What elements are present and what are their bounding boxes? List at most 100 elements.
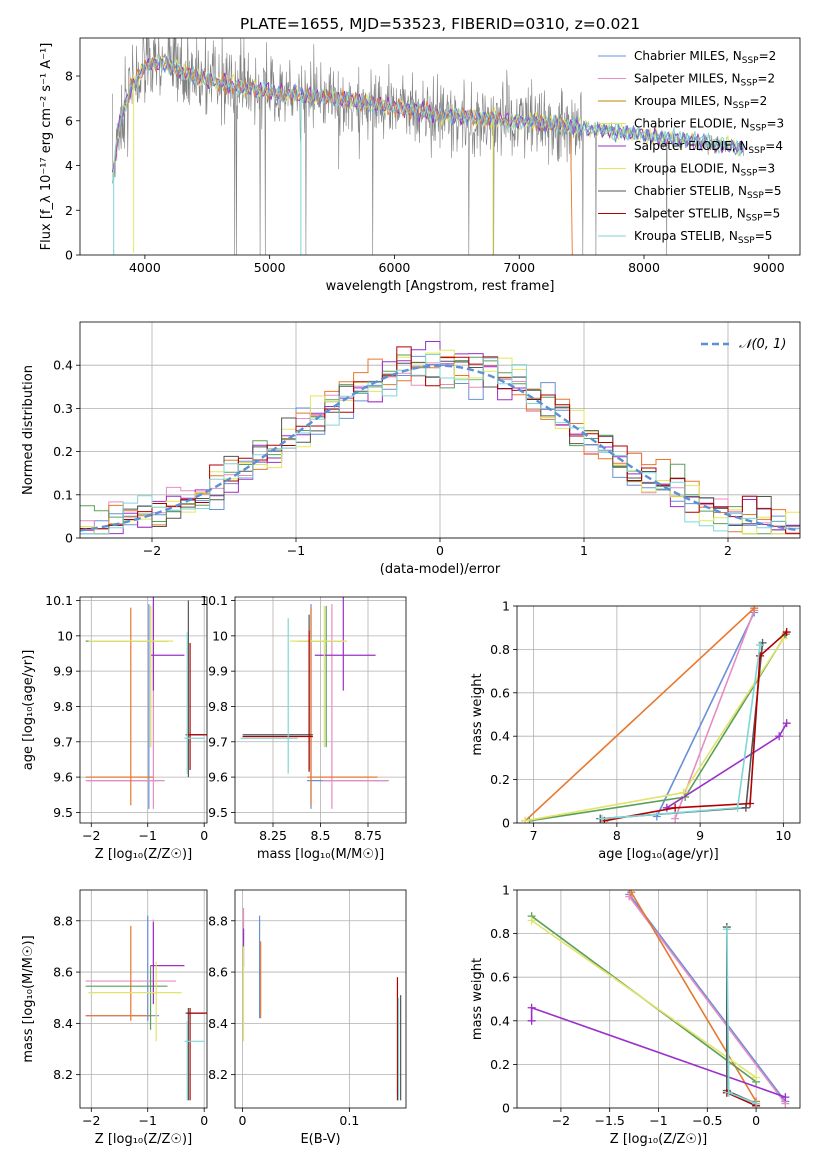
x-tick-label: 6000 <box>379 260 411 275</box>
x-tick-label: 4000 <box>129 260 161 275</box>
series-line-chabrier_miles <box>628 893 787 1102</box>
y-tick-label: 9.9 <box>53 664 73 679</box>
x-tick-label: 5000 <box>254 260 286 275</box>
legend-label-sub: SSP <box>733 101 750 111</box>
y-tick-label: 0.2 <box>53 444 73 459</box>
x-axis-label: Z [log₁₀(Z/Z☉)] <box>95 1132 192 1147</box>
x-axis-label: (data-model)/error <box>380 562 501 577</box>
errorbar-point <box>314 597 376 691</box>
x-axis-label: Z [log₁₀(Z/Z☉)] <box>610 1132 707 1147</box>
plot-area-age_vs_mass <box>240 597 389 809</box>
x-tick-label: −1 <box>287 543 305 558</box>
x-tick-label: 8.5 <box>311 828 331 843</box>
x-tick-label: 8 <box>613 828 621 843</box>
y-tick-label: 8.6 <box>53 965 73 980</box>
y-tick-label: 1 <box>502 599 510 614</box>
x-tick-label: 0.1 <box>339 1113 359 1128</box>
histogram-kroupa_elodie <box>80 349 800 535</box>
residual-legend: 𝒩(0, 1) <box>701 337 786 352</box>
legend-label-sub: SSP <box>747 191 764 201</box>
y-tick-label: 8.2 <box>53 1067 73 1082</box>
series-line-salpeter_stelib <box>726 1091 757 1107</box>
legend-label-suffix: =4 <box>765 139 783 153</box>
x-tick-label: −2 <box>82 1113 100 1128</box>
series-marker <box>781 1093 790 1102</box>
legend-label-text: Salpeter ELODIE, N <box>634 139 748 153</box>
series-marker <box>724 1088 733 1097</box>
plot-area-spectrum <box>111 38 744 255</box>
x-tick-label: 0 <box>752 1113 760 1128</box>
y-tick-label: 8.2 <box>208 1067 228 1082</box>
legend-label-sub: SSP <box>741 169 758 179</box>
legend-label-suffix: =5 <box>755 229 773 243</box>
x-tick-label: 7 <box>530 828 538 843</box>
legend-label-suffix: =3 <box>766 117 784 131</box>
series-line-chabrier_miles <box>656 612 755 817</box>
x-tick-label: 8.75 <box>354 828 382 843</box>
panel-mass_weight_vs_age: 7 8 9 10 0 0.2 0.4 0.6 0.8 1 age [log₁₀(age/yr)] ma… <box>470 599 801 862</box>
legend-label-sub: SSP <box>750 124 767 134</box>
y-tick-label: 8.6 <box>208 965 228 980</box>
errorbar-point <box>187 1007 207 1101</box>
errorbar-point <box>322 604 389 809</box>
y-tick-label: 0.4 <box>53 358 73 373</box>
x-tick-label: 9 <box>696 828 704 843</box>
x-tick-label: −1 <box>649 1113 667 1128</box>
series-marker <box>746 799 755 808</box>
y-tick-label: 9.7 <box>53 734 73 749</box>
y-tick-label: 0.8 <box>490 926 510 941</box>
y-tick-label: 9.6 <box>208 770 228 785</box>
plot-area-age_vs_Z <box>85 597 207 809</box>
series-marker <box>752 1099 761 1108</box>
errorbar-point <box>185 600 205 778</box>
y-tick-label: 9.5 <box>53 805 73 820</box>
errorbar-point <box>290 605 348 748</box>
y-tick-label: 0 <box>502 1101 510 1116</box>
series-marker <box>756 651 765 660</box>
x-tick-label: 0 <box>239 1113 247 1128</box>
legend-label: Chabrier STELIB, NSSP=5 <box>634 184 782 201</box>
series-marker <box>733 803 742 812</box>
y-tick-label: 0.8 <box>490 642 510 657</box>
legend-label-text: Salpeter STELIB, N <box>634 207 746 221</box>
plot-area-mass_vs_ebv <box>242 907 402 1101</box>
y-tick-label: 9.6 <box>53 770 73 785</box>
legend-label: Kroupa STELIB, NSSP=5 <box>634 229 772 246</box>
plot-area-residuals <box>80 341 800 535</box>
y-tick-label: 6 <box>65 113 73 128</box>
axes-mass_weight_vs_age: 7 8 9 10 0 0.2 0.4 0.6 0.8 1 age [log₁₀(age/yr)] ma… <box>470 599 801 862</box>
legend-label-suffix: =5 <box>763 207 781 221</box>
errorbar-point <box>85 965 168 1030</box>
series-marker <box>756 641 765 650</box>
legend-label-text: Chabrier STELIB, N <box>634 184 747 198</box>
y-axis-label: Flux [f_λ 10⁻¹⁷ erg cm⁻² s⁻¹ A⁻¹] <box>39 43 54 251</box>
panel-spectrum: 4000 5000 6000 7000 8000 9000 0 2 4 6 8 wavelength … <box>39 37 801 294</box>
y-tick-label: 10.1 <box>45 593 73 608</box>
axes-mass_vs_Z: −2 −1 0 8.2 8.4 8.6 8.8 Z [log₁₀(Z/Z☉)] mass [lo… <box>21 889 208 1147</box>
y-tick-label: 0.3 <box>53 401 73 416</box>
x-tick-label: −0.5 <box>692 1113 722 1128</box>
y-tick-label: 8 <box>65 69 73 84</box>
errorbar-point <box>240 618 298 774</box>
axes-frame <box>79 37 801 256</box>
y-tick-label: 2 <box>65 203 73 218</box>
axes-age_vs_mass: 8.25 8.5 8.75 9.5 9.6 9.7 9.8 9.9 10 10.1 mass [lo… <box>200 593 407 862</box>
legend-label-text: Kroupa ELODIE, N <box>634 162 741 176</box>
y-tick-label: 8.4 <box>53 1016 73 1031</box>
legend-label-sub: SSP <box>742 56 759 66</box>
axes-mass_weight_vs_Z: −2 −1.5 −1 −0.5 0 0 0.2 0.4 0.6 0.8 1 Z [log₁₀(Z/Z☉… <box>470 883 801 1147</box>
legend-label-sub: SSP <box>748 146 765 156</box>
legend-label-suffix: =2 <box>759 49 777 63</box>
errorbar-point <box>85 915 160 1021</box>
series-marker <box>782 628 791 637</box>
normal-curve <box>80 364 800 532</box>
legend-label-text: Chabrier ELODIE, N <box>634 117 750 131</box>
legend-label: Kroupa MILES, NSSP=2 <box>634 94 767 111</box>
y-tick-label: 9.9 <box>208 664 228 679</box>
x-axis-label: wavelength [Angstrom, rest frame] <box>326 279 555 294</box>
legend-label: Kroupa ELODIE, NSSP=3 <box>634 162 775 179</box>
series-marker <box>750 606 759 613</box>
y-tick-label: 9.8 <box>208 699 228 714</box>
y-tick-label: 0.6 <box>490 970 510 985</box>
